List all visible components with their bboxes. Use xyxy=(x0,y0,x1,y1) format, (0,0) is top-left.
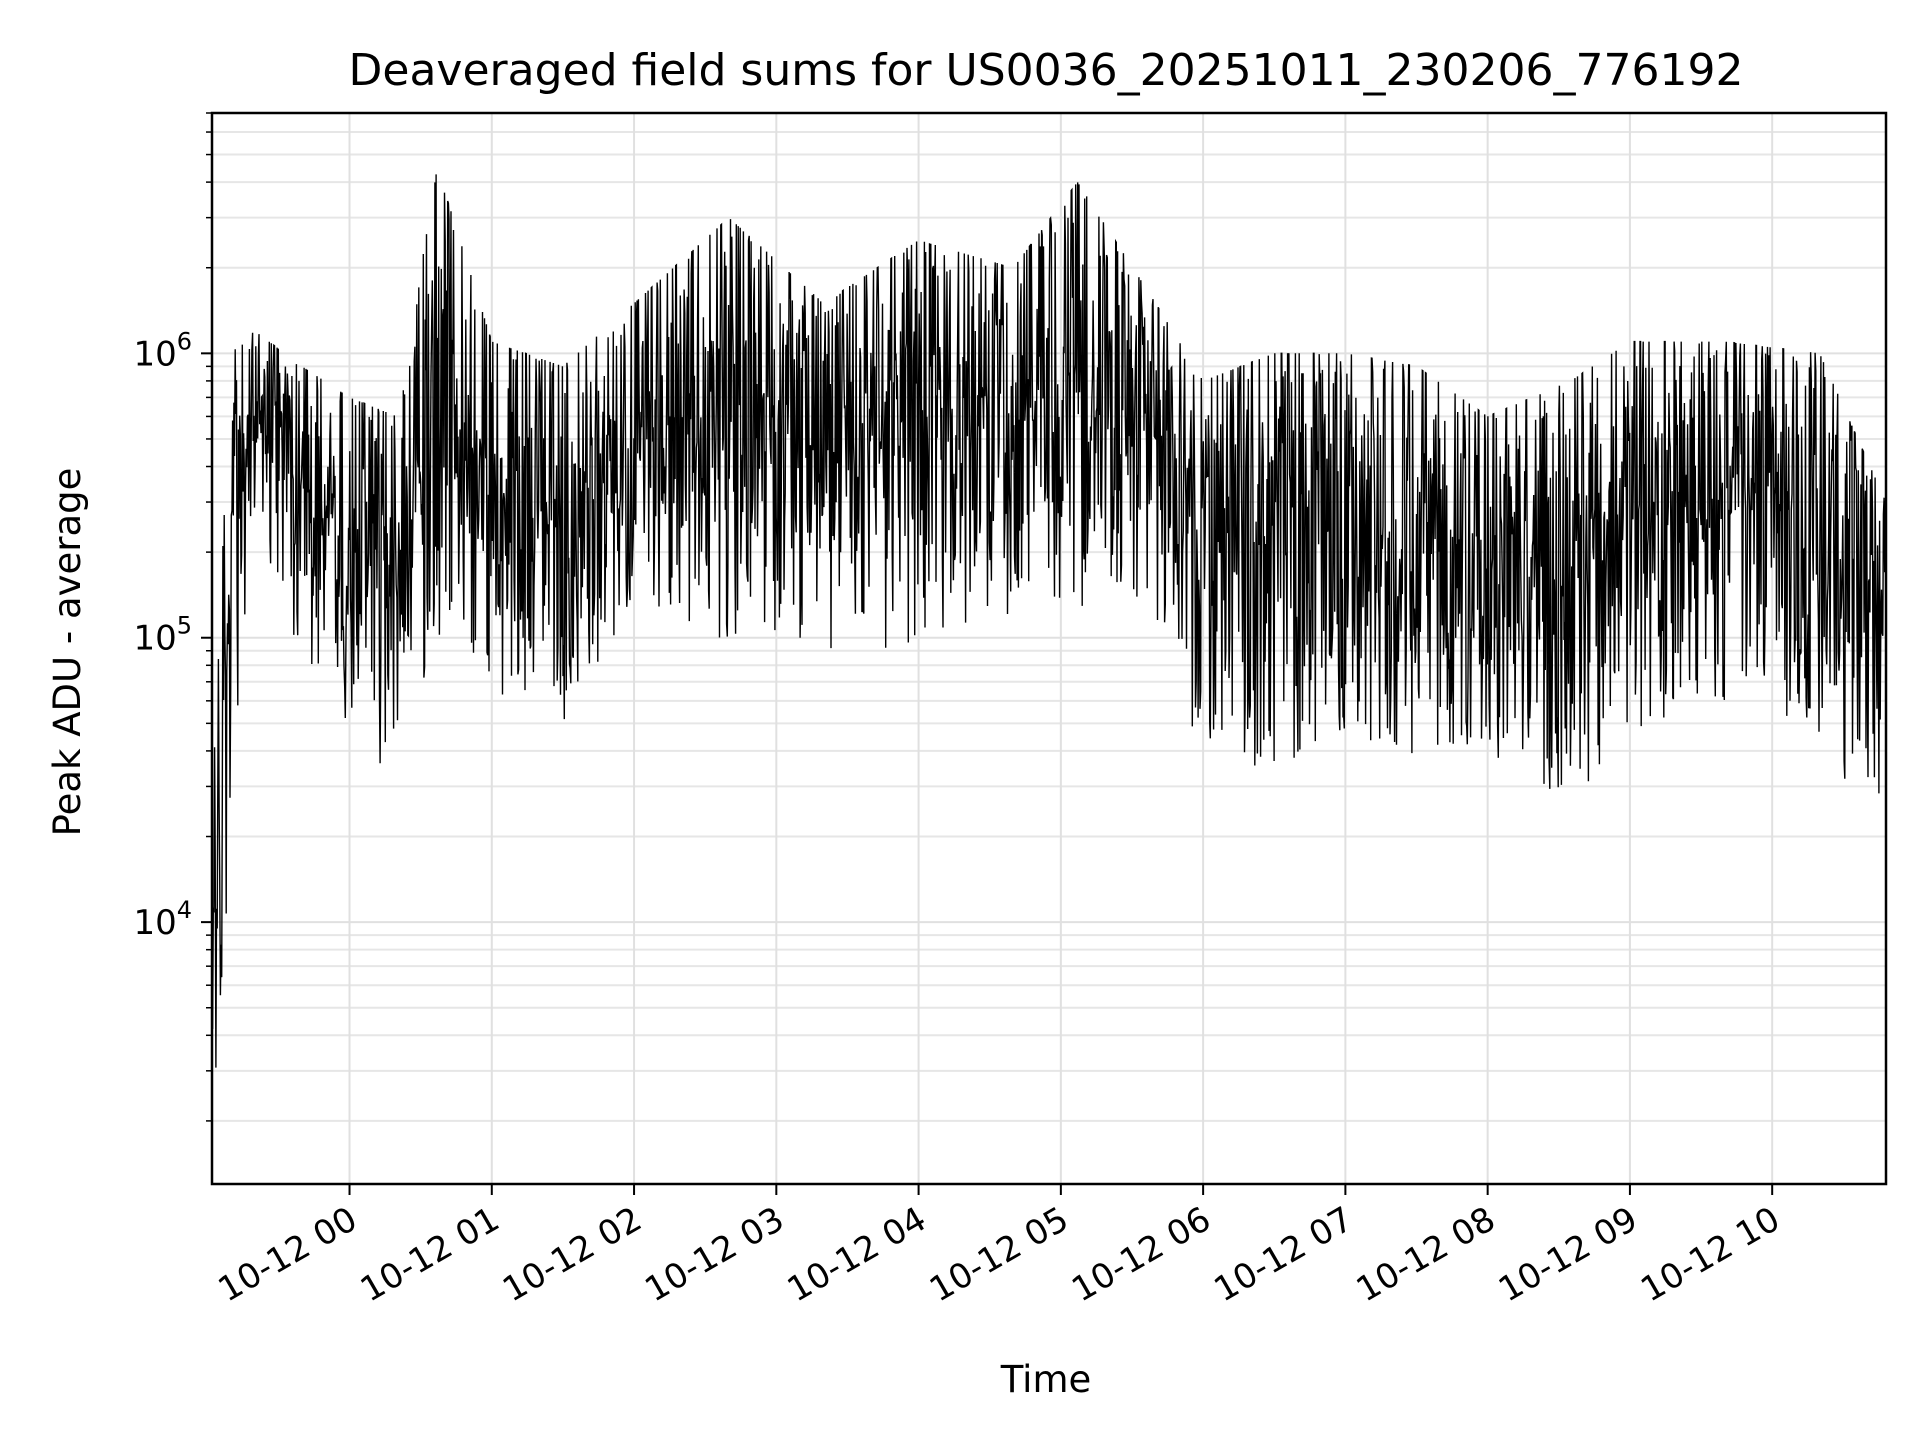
chart-title: Deaveraged field sums for US0036_2025101… xyxy=(349,45,1744,96)
y-tick-label: 105 xyxy=(133,612,192,659)
series-line xyxy=(211,174,1887,1068)
plot-frame xyxy=(210,111,1888,1186)
y-axis-ticks: 104 105 106 xyxy=(133,112,212,1122)
x-axis-label: Time xyxy=(1000,1358,1092,1401)
y-tick-label: 106 xyxy=(133,327,192,374)
series-group xyxy=(211,174,1887,1068)
y-tick-label: 104 xyxy=(133,896,192,943)
major-gridlines xyxy=(212,113,1886,1184)
y-axis-label: Peak ADU - average xyxy=(46,468,89,837)
